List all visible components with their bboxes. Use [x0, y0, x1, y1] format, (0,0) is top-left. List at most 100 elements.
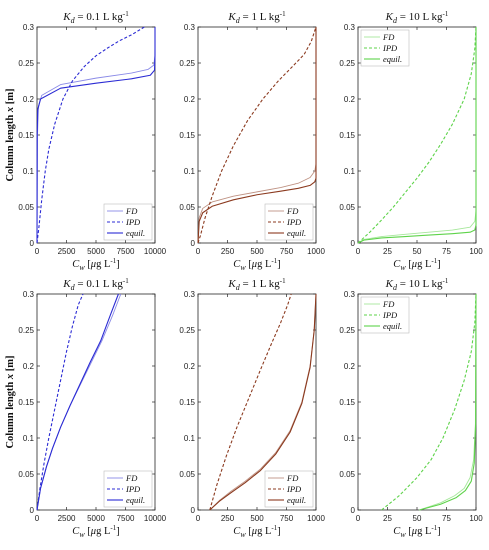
x-tick-label: 0 — [196, 247, 201, 256]
legend-label: IPD — [125, 484, 141, 494]
series-line-FD — [419, 293, 477, 511]
series-line-IPD — [209, 293, 292, 511]
y-tick-label: 0.1 — [23, 434, 35, 443]
series-line-equil — [197, 27, 317, 244]
y-tick-label: 0.3 — [23, 290, 35, 299]
x-axis-label: Cw [μg L-1] — [233, 257, 280, 272]
legend-label: IPD — [286, 484, 302, 494]
y-tick-label: 0.25 — [18, 59, 34, 68]
y-tick-label: 0.25 — [179, 326, 195, 335]
y-tick-label: 0.1 — [184, 167, 196, 176]
series-line-IPD — [197, 26, 317, 244]
y-tick-label: 0.2 — [184, 95, 196, 104]
subplot-1: Kd = 0.1 L kg-1 0 0.05 0.1 0.15 0.2 0.25 0.3 0 25… — [5, 10, 167, 272]
x-tick-label: 750 — [280, 514, 294, 523]
x-tick-label: 250 — [221, 514, 235, 523]
legend-label: equil. — [383, 54, 402, 64]
series-line-IPD — [36, 26, 145, 244]
y-tick-label: 0.05 — [18, 203, 34, 212]
legend-label: FD — [125, 473, 138, 483]
x-tick-label: 1000 — [307, 514, 325, 523]
y-tick-label: 0.05 — [179, 203, 195, 212]
x-tick-label: 25 — [383, 247, 392, 256]
x-tick-label: 100 — [469, 514, 483, 523]
x-tick-label: 250 — [221, 247, 235, 256]
legend-label: equil. — [383, 321, 402, 331]
y-tick-label: 0.25 — [339, 59, 355, 68]
y-tick-label: 0.15 — [339, 398, 355, 407]
x-tick-label: 50 — [413, 514, 422, 523]
x-tick-label: 7500 — [117, 514, 135, 523]
legend-label: equil. — [287, 495, 306, 505]
y-tick-label: 0 — [30, 506, 35, 515]
y-tick-label: 0.05 — [339, 470, 355, 479]
x-axis-label: Cw [μg L-1] — [233, 524, 280, 539]
x-tick-label: 50 — [413, 247, 422, 256]
x-tick-label: 0 — [356, 514, 361, 523]
subplot-title: Kd = 1 L kg-1 — [227, 277, 286, 292]
y-tick-label: 0.2 — [344, 95, 356, 104]
x-tick-label: 5000 — [87, 514, 105, 523]
y-tick-label: 0.2 — [184, 362, 196, 371]
y-tick-label: 0.1 — [184, 434, 196, 443]
x-tick-label: 10000 — [144, 247, 167, 256]
y-tick-label: 0.25 — [18, 326, 34, 335]
y-tick-label: 0.15 — [18, 398, 34, 407]
series-line-equil — [419, 293, 477, 511]
y-tick-label: 0.3 — [184, 23, 196, 32]
x-tick-label: 0 — [356, 247, 361, 256]
subplot-3: Kd = 10 L kg-1 0 0.05 0.1 0.15 0.2 0.25 0.3 0 25 5… — [339, 10, 483, 272]
x-tick-label: 500 — [250, 247, 264, 256]
y-axis-label: Column length x [m] — [5, 88, 16, 181]
series-line-equil — [209, 293, 317, 511]
legend-label: equil. — [287, 228, 306, 238]
series-line-IPD — [357, 26, 477, 244]
subplot-title: Kd = 1 L kg-1 — [227, 10, 286, 25]
x-tick-label: 10000 — [144, 514, 167, 523]
subplot-6: Kd = 10 L kg-1 0 0.05 0.1 0.15 0.2 0.25 0.3 0 25 5… — [339, 277, 483, 539]
y-tick-label: 0.2 — [23, 362, 35, 371]
legend-label: FD — [286, 206, 299, 216]
x-axis-label: Cw [μg L-1] — [393, 257, 440, 272]
x-tick-label: 0 — [35, 514, 40, 523]
legend-label: equil. — [126, 228, 145, 238]
y-tick-label: 0.05 — [339, 203, 355, 212]
legend-label: IPD — [382, 43, 398, 53]
y-tick-label: 0.1 — [23, 167, 35, 176]
y-tick-label: 0 — [191, 239, 196, 248]
legend-label: FD — [382, 299, 395, 309]
y-tick-label: 0.05 — [179, 470, 195, 479]
y-tick-label: 0.2 — [23, 95, 35, 104]
x-axis-label: Cw [μg L-1] — [72, 257, 119, 272]
y-tick-label: 0.3 — [344, 290, 356, 299]
y-tick-label: 0.25 — [339, 326, 355, 335]
x-tick-label: 7500 — [117, 247, 135, 256]
y-axis-label: Column length x [m] — [5, 355, 16, 448]
y-tick-label: 0.3 — [184, 290, 196, 299]
y-tick-label: 0.3 — [344, 23, 356, 32]
legend-box — [360, 29, 410, 67]
subplot-title: Kd = 0.1 L kg-1 — [62, 10, 129, 25]
legend-label: IPD — [286, 217, 302, 227]
subplot-title: Kd = 10 L kg-1 — [385, 10, 449, 25]
legend-label: equil. — [126, 495, 145, 505]
y-tick-label: 0.15 — [18, 131, 34, 140]
x-tick-label: 0 — [196, 514, 201, 523]
x-tick-label: 0 — [35, 247, 40, 256]
x-tick-label: 1000 — [307, 247, 325, 256]
x-tick-label: 100 — [469, 247, 483, 256]
y-tick-label: 0 — [351, 239, 356, 248]
y-tick-label: 0.1 — [344, 167, 356, 176]
y-tick-label: 0.15 — [179, 398, 195, 407]
x-axis-label: Cw [μg L-1] — [393, 524, 440, 539]
x-tick-label: 500 — [250, 514, 264, 523]
series-line-equil — [357, 27, 477, 244]
y-tick-label: 0.05 — [18, 470, 34, 479]
x-tick-label: 5000 — [87, 247, 105, 256]
subplot-title: Kd = 10 L kg-1 — [385, 277, 449, 292]
